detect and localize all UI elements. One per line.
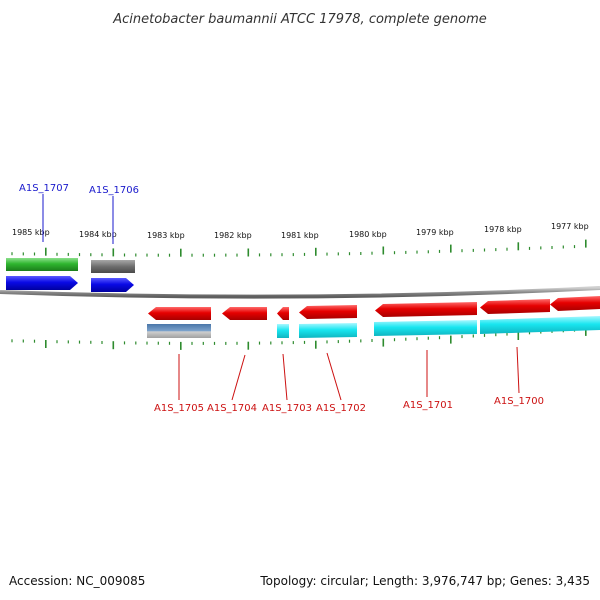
scale-label-1981: 1981 kbp	[281, 231, 319, 240]
scale-label-1978: 1978 kbp	[484, 225, 522, 234]
gene-label-a1s-1704[interactable]: A1S_1704	[207, 403, 257, 414]
map-title: Acinetobacter baumannii ATCC 17978, comp…	[112, 12, 487, 27]
scale-label-1985: 1985 kbp	[12, 228, 50, 237]
gene-a1s-1705-feature[interactable]	[147, 324, 211, 338]
scale-label-1977: 1977 kbp	[551, 222, 589, 231]
leader-a1s-1702	[326, 352, 342, 401]
gene-label-a1s-1705[interactable]: A1S_1705	[154, 403, 204, 414]
gene-a1s-1700-feature[interactable]	[480, 316, 600, 334]
scale-label-1984: 1984 kbp	[79, 230, 117, 239]
gene-label-a1s-1701[interactable]: A1S_1701	[403, 400, 453, 411]
gene-label-a1s-1700[interactable]: A1S_1700	[494, 396, 544, 407]
gene-a1s-1707-feature[interactable]	[6, 258, 78, 271]
gene-label-a1s-1706[interactable]: A1S_1706	[89, 185, 139, 196]
leader-a1s-1700	[516, 346, 520, 394]
gene-a1s-1707-arrow[interactable]	[6, 276, 78, 290]
gene-label-a1s-1703[interactable]: A1S_1703	[262, 403, 312, 414]
scale-label-1982: 1982 kbp	[214, 231, 252, 240]
scale-label-1983: 1983 kbp	[147, 231, 185, 240]
gene-a1s-1701-feature[interactable]	[374, 320, 477, 336]
scale-label-1980: 1980 kbp	[349, 230, 387, 239]
gene-a1s-1700-arrow[interactable]	[480, 299, 550, 314]
gene-a1s-1702-arrow[interactable]	[299, 305, 357, 319]
gene-label-a1s-1707[interactable]: A1S_1707	[19, 183, 69, 194]
leader-a1s-1703	[282, 353, 288, 401]
genome-info-text: Topology: circular; Length: 3,976,747 bp…	[260, 574, 590, 588]
reverse-strand	[147, 296, 600, 338]
label-leaders	[42, 194, 520, 401]
forward-strand	[6, 258, 135, 292]
gene-a1s-1703-arrow[interactable]	[277, 307, 289, 320]
scale-label-1979: 1979 kbp	[416, 228, 454, 237]
gene-label-a1s-1702[interactable]: A1S_1702	[316, 403, 366, 414]
gene-a1s-1702-feature[interactable]	[299, 323, 357, 338]
upper-scale-ticks	[11, 239, 587, 257]
leader-a1s-1704	[231, 354, 246, 401]
gene-a1s-1703-feature[interactable]	[277, 324, 289, 338]
accession-text: Accession: NC_009085	[9, 574, 146, 588]
gene-next-arrow[interactable]	[550, 296, 600, 311]
gene-a1s-1706-arrow[interactable]	[91, 278, 134, 292]
gene-a1s-1706-feature[interactable]	[91, 260, 135, 273]
gene-a1s-1705-arrow[interactable]	[148, 307, 211, 320]
gene-a1s-1701-arrow[interactable]	[375, 302, 477, 317]
gene-a1s-1704-arrow[interactable]	[222, 307, 267, 320]
genome-backbone	[0, 286, 600, 299]
